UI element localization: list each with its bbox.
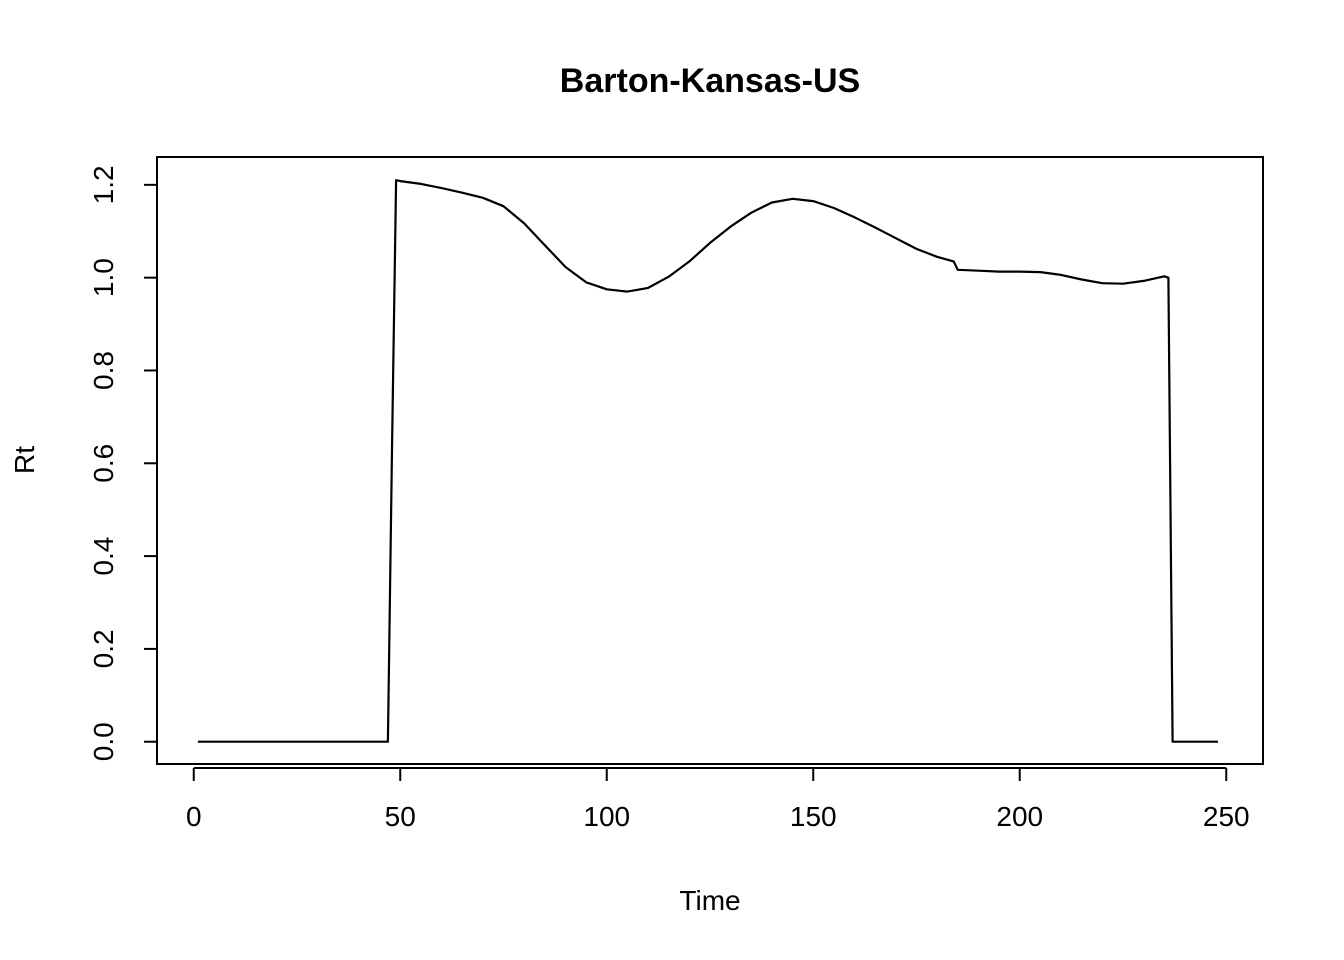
x-tick-label: 0 xyxy=(186,801,202,832)
rt-series-line xyxy=(197,179,1218,743)
y-axis: 0.0 0.2 0.4 0.6 0.8 1.0 1.2 xyxy=(88,165,158,761)
x-tick-label: 200 xyxy=(996,801,1043,832)
x-axis-label: Time xyxy=(679,885,740,916)
x-axis: 0 50 100 150 200 250 xyxy=(186,767,1250,832)
y-axis-label: Rt xyxy=(9,446,40,474)
x-tick-label: 50 xyxy=(385,801,416,832)
y-tick-label: 0.8 xyxy=(88,351,119,390)
x-tick-label: 150 xyxy=(790,801,837,832)
chart-title: Barton-Kansas-US xyxy=(560,62,860,100)
plot-area-frame xyxy=(156,156,1264,765)
y-tick-label: 0.2 xyxy=(88,629,119,668)
y-tick-label: 1.0 xyxy=(88,258,119,297)
y-tick-label: 0.4 xyxy=(88,537,119,576)
y-tick-label: 1.2 xyxy=(88,165,119,204)
y-tick-label: 0.0 xyxy=(88,722,119,761)
x-tick-label: 100 xyxy=(583,801,630,832)
y-tick-label: 0.6 xyxy=(88,444,119,483)
x-tick-label: 250 xyxy=(1203,801,1250,832)
